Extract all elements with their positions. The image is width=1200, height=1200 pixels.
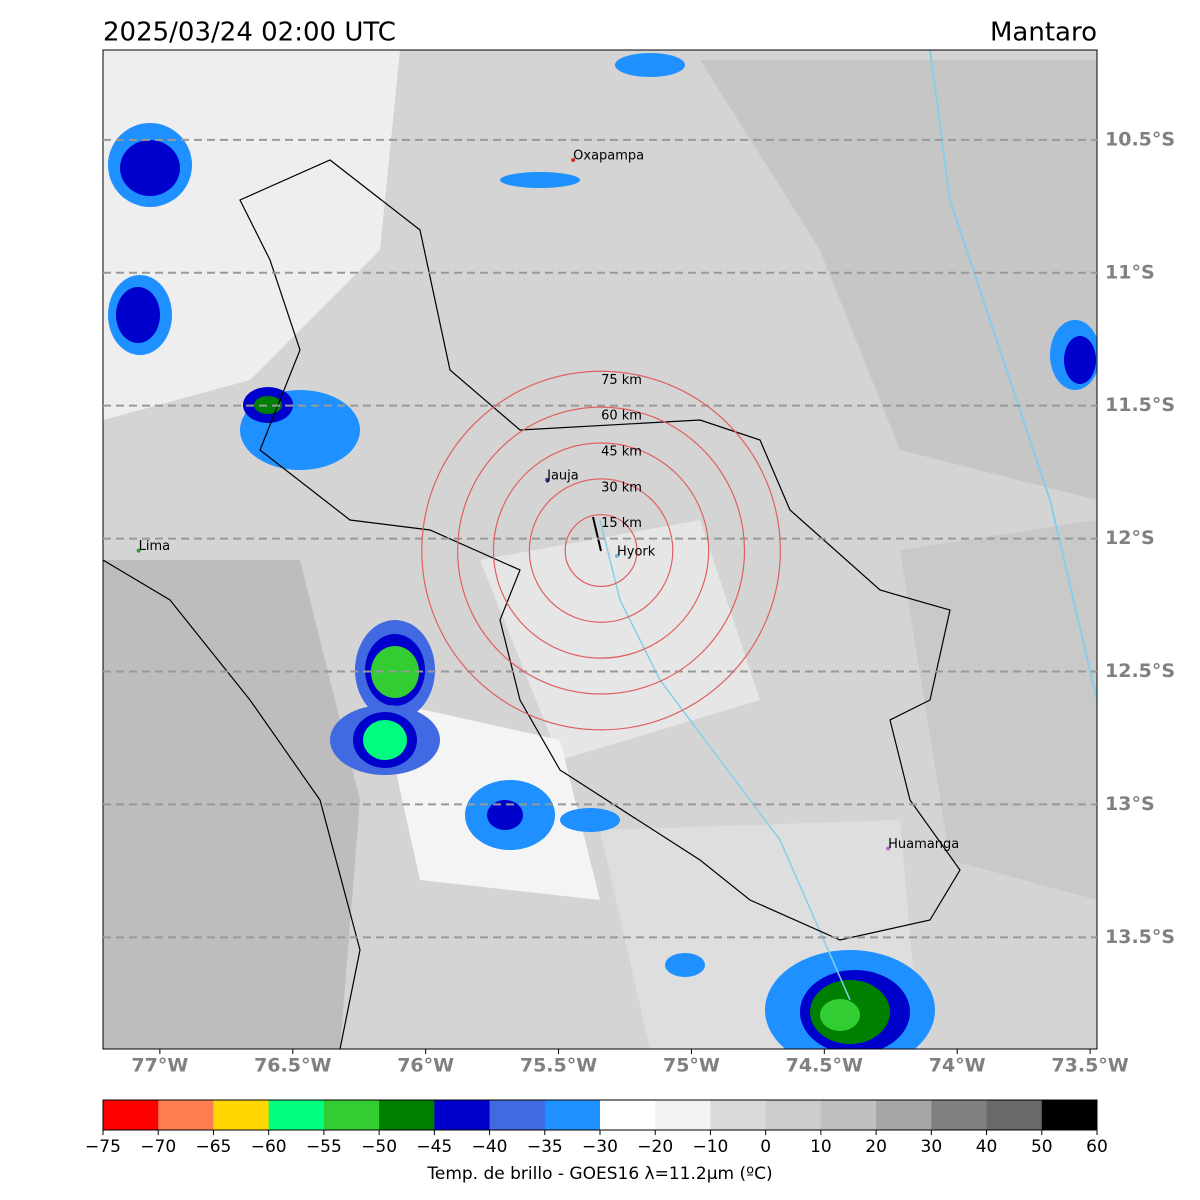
region: Mantaro xyxy=(990,18,1097,48)
range-ring xyxy=(457,406,746,695)
city-label: Huamanga xyxy=(888,837,959,852)
range-ring xyxy=(421,370,781,731)
colorbar-swatch xyxy=(103,1100,159,1130)
colorbar-tick-label: −60 xyxy=(251,1137,287,1157)
ring-label: 45 km xyxy=(601,444,642,459)
lon-label: 76.5°W xyxy=(254,1055,331,1077)
colorbar-swatch xyxy=(710,1100,767,1130)
lat-label: 11.5°S xyxy=(1105,394,1175,416)
range-ring xyxy=(492,442,710,659)
colorbar-tick-label: 0 xyxy=(760,1137,771,1157)
colorbar-swatch xyxy=(434,1100,491,1130)
colorbar-swatch xyxy=(655,1100,711,1130)
colorbar-tick-label: −75 xyxy=(85,1137,121,1157)
ring-label: 60 km xyxy=(601,409,642,424)
colorbar-tick-label: 20 xyxy=(865,1137,887,1157)
lon-label: 75°W xyxy=(663,1055,720,1077)
ring-label: 15 km xyxy=(601,516,642,531)
colorbar-swatch xyxy=(820,1100,877,1130)
range-ring xyxy=(528,478,674,623)
city-label: Hyork xyxy=(617,544,656,559)
colorbar-swatch xyxy=(489,1100,546,1130)
colorbar-label: Temp. de brillo - GOES16 λ=11.2μm (ºC) xyxy=(426,1164,772,1184)
lat-label: 13°S xyxy=(1105,793,1155,815)
colorbar-tick-label: −45 xyxy=(416,1137,452,1157)
lon-label: 73.5°W xyxy=(1051,1055,1128,1077)
colorbar-tick-label: −10 xyxy=(692,1137,728,1157)
city-dot xyxy=(571,158,576,163)
lon-label: 74°W xyxy=(929,1055,986,1077)
colorbar-swatch xyxy=(1041,1100,1098,1130)
lat-label: 11°S xyxy=(1105,261,1155,283)
colorbar-tick-label: 60 xyxy=(1086,1137,1108,1157)
colorbar-tick-label: 50 xyxy=(1031,1137,1053,1157)
colorbar-tick-label: 10 xyxy=(810,1137,832,1157)
colorbar-swatch xyxy=(268,1100,325,1130)
colorbar-tick-label: −65 xyxy=(195,1137,231,1157)
city-label: Jauja xyxy=(546,468,579,483)
colorbar-swatch xyxy=(158,1100,214,1130)
colorbar-tick-label: −55 xyxy=(306,1137,342,1157)
lat-label: 13.5°S xyxy=(1105,926,1175,948)
colorbar-tick-label: −70 xyxy=(140,1137,176,1157)
colorbar-swatch xyxy=(765,1100,822,1130)
colorbar-swatch xyxy=(931,1100,988,1130)
ring-label: 30 km xyxy=(601,480,642,495)
colorbar-swatch xyxy=(379,1100,435,1130)
colorbar-tick-label: 30 xyxy=(921,1137,943,1157)
title: 2025/03/24 02:00 UTC xyxy=(103,18,396,48)
colorbar-swatch xyxy=(323,1100,380,1130)
map-background xyxy=(103,50,1097,1049)
city-dot xyxy=(886,846,891,851)
lat-label: 12°S xyxy=(1105,527,1155,549)
lat-label: 10.5°S xyxy=(1105,128,1175,150)
city-dot xyxy=(136,548,141,553)
colorbar-swatch xyxy=(544,1100,601,1130)
colorbar-tick-label: −50 xyxy=(361,1137,397,1157)
colorbar-tick-label: −40 xyxy=(472,1137,508,1157)
colorbar-tick-label: −35 xyxy=(527,1137,563,1157)
colorbar-tick-label: 40 xyxy=(976,1137,998,1157)
city-label: Oxapampa xyxy=(573,149,644,164)
lon-label: 75.5°W xyxy=(520,1055,597,1077)
range-ring xyxy=(564,514,638,588)
map-frame xyxy=(102,49,1098,1050)
city-dot xyxy=(615,553,620,558)
lon-label: 76°W xyxy=(397,1055,454,1077)
city-dot xyxy=(545,477,550,482)
colorbar-tick-label: −20 xyxy=(637,1137,673,1157)
lon-label: 74.5°W xyxy=(786,1055,863,1077)
colorbar-tick-label: −30 xyxy=(582,1137,618,1157)
city-label: Lima xyxy=(139,539,170,554)
colorbar-swatch xyxy=(600,1100,656,1130)
lat-label: 12.5°S xyxy=(1105,660,1175,682)
colorbar-swatch xyxy=(213,1100,270,1130)
lon-label: 77°W xyxy=(131,1055,188,1077)
colorbar-swatch xyxy=(986,1100,1043,1130)
colorbar-swatch xyxy=(876,1100,932,1130)
ring-label: 75 km xyxy=(601,373,642,388)
